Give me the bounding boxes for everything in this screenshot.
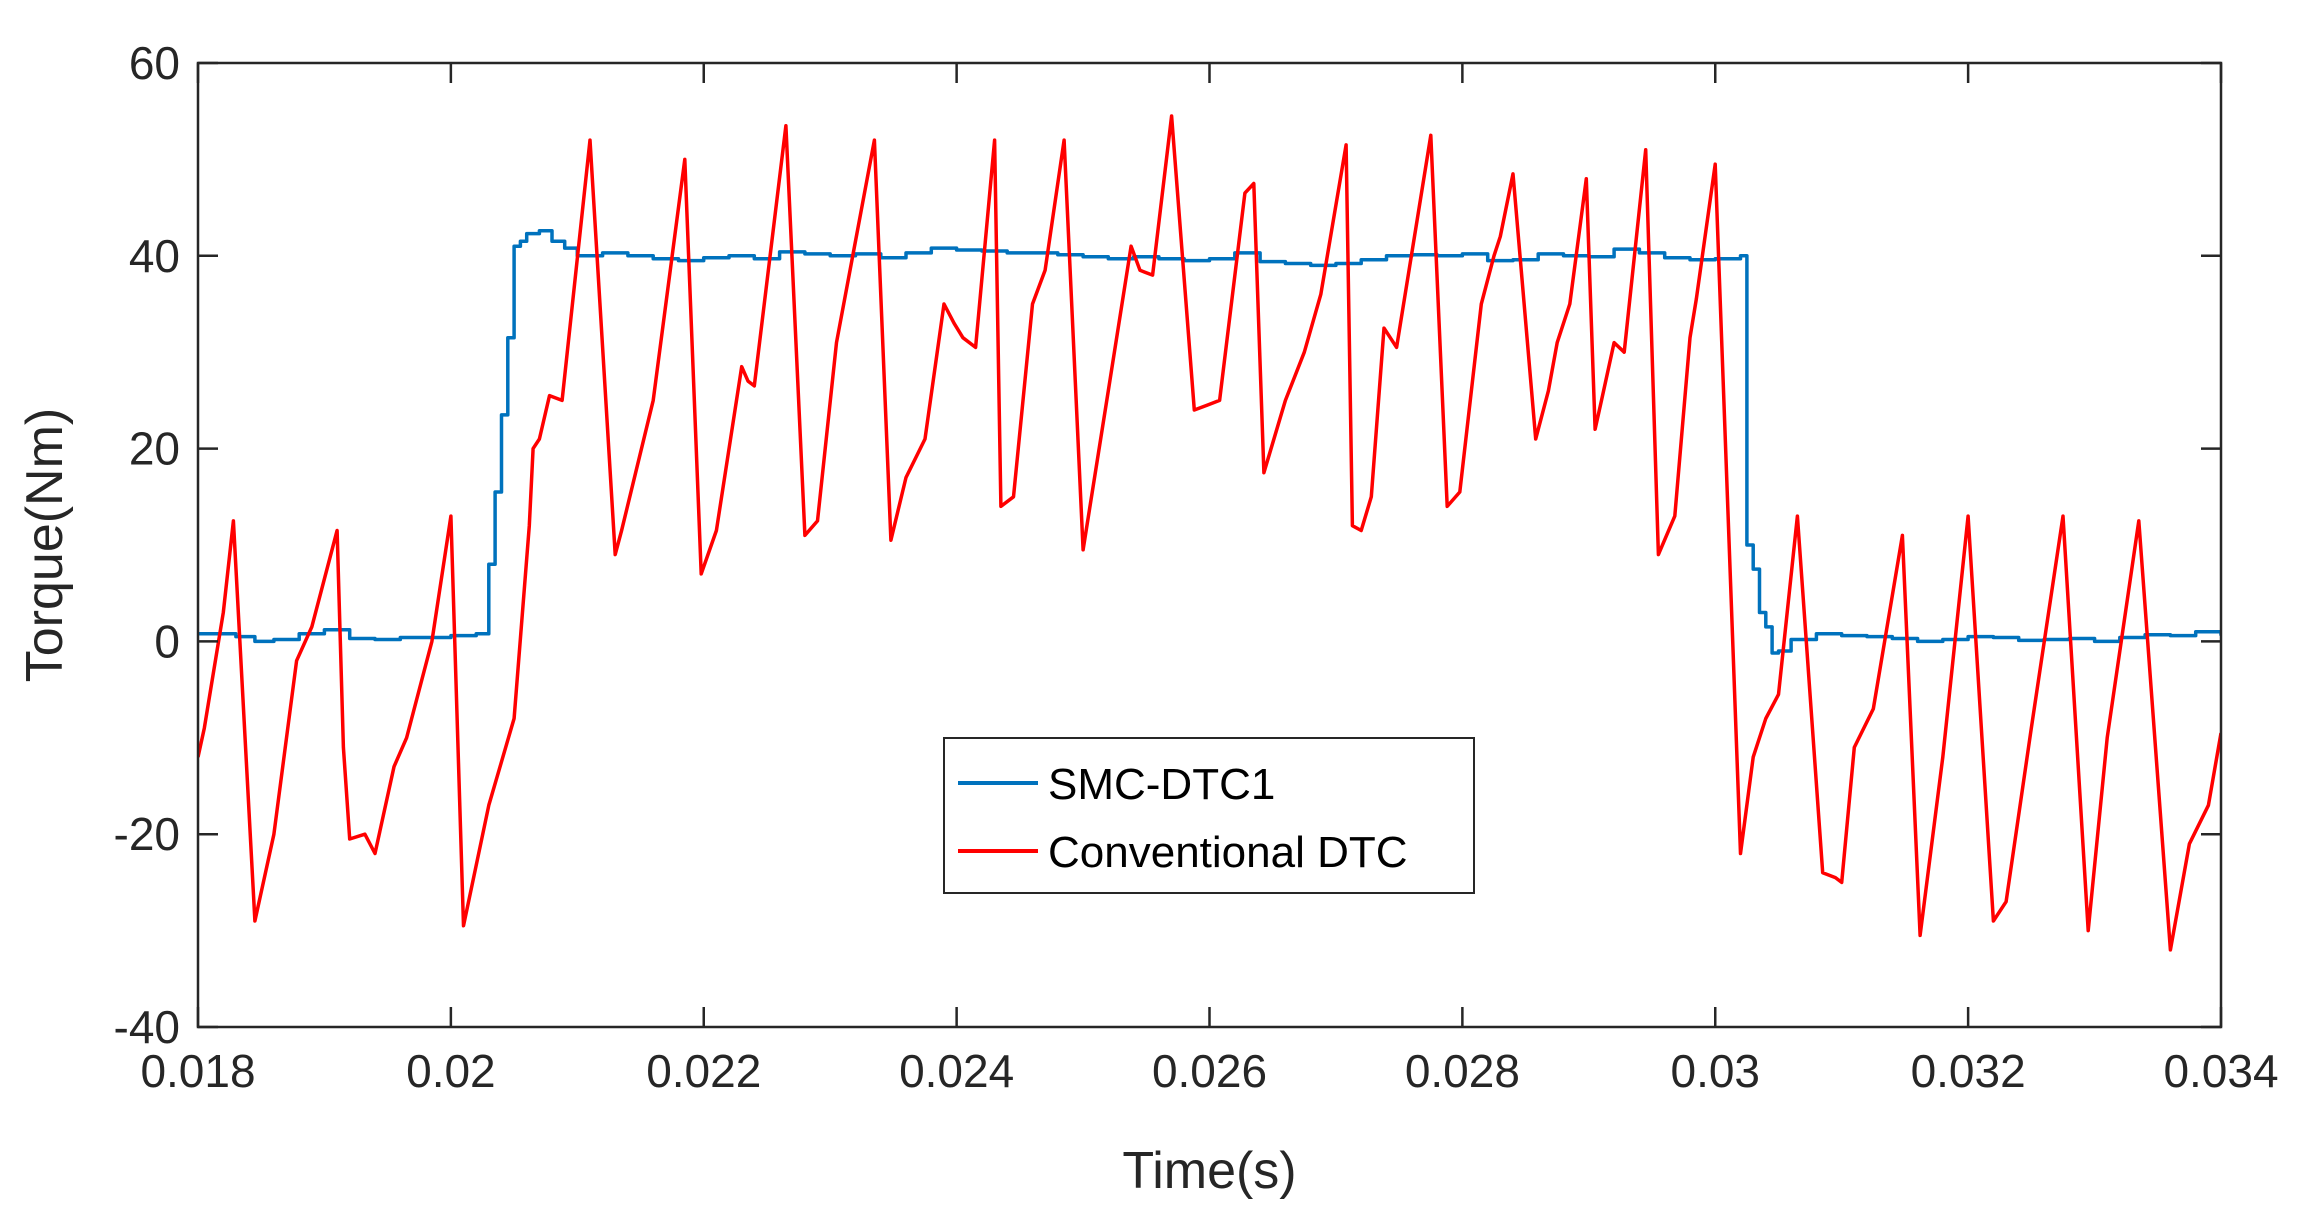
x-axis: 0.018 0.02 0.022 0.024 0.026 0.028 0.03 0.032 0.… xyxy=(140,63,2279,1097)
legend[interactable]: SMC-DTC1 Conventional DTC xyxy=(943,737,1475,894)
x-tick-label: 0.018 xyxy=(140,1045,255,1097)
x-tick-label: 0.02 xyxy=(406,1045,496,1097)
y-tick-label: 20 xyxy=(129,423,180,475)
y-tick-label: 60 xyxy=(129,37,180,89)
x-tick-label: 0.032 xyxy=(1911,1045,2026,1097)
x-axis-title: Time(s) xyxy=(1122,1142,1296,1200)
legend-label-smc-dtc1: SMC-DTC1 xyxy=(1048,760,1275,809)
x-tick-label: 0.024 xyxy=(899,1045,1014,1097)
y-tick-label: -20 xyxy=(114,808,180,860)
series-line-smc-dtc1 xyxy=(198,228,2221,655)
x-tick-label: 0.028 xyxy=(1405,1045,1520,1097)
x-tick-label: 0.026 xyxy=(1152,1045,1267,1097)
y-axis-title: Torque(Nm) xyxy=(16,408,74,683)
series-line-conventional-dtc xyxy=(198,114,2221,952)
x-tick-label: 0.03 xyxy=(1670,1045,1760,1097)
legend-box xyxy=(943,737,1475,894)
y-tick-label: -40 xyxy=(114,1001,180,1053)
y-axis: -40 -20 0 20 40 60 xyxy=(114,37,2221,1053)
y-tick-label: 40 xyxy=(129,230,180,282)
x-tick-label: 0.034 xyxy=(2163,1045,2278,1097)
series-layer xyxy=(198,114,2221,952)
x-tick-label: 0.022 xyxy=(646,1045,761,1097)
y-tick-label: 0 xyxy=(154,615,180,667)
legend-label-conventional-dtc: Conventional DTC xyxy=(1048,828,1408,877)
